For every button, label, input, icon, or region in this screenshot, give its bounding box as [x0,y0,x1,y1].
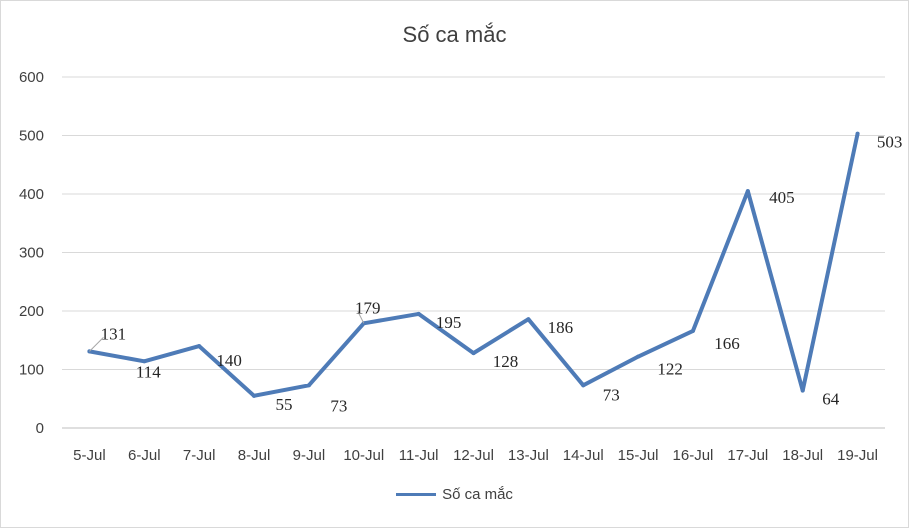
data-label: 64 [822,390,840,409]
y-tick-label: 300 [19,245,44,262]
x-tick-label: 18-Jul [782,447,823,464]
data-label: 179 [355,298,381,317]
data-label: 166 [714,334,740,353]
chart-title: Số ca mắc [402,22,507,47]
x-tick-label: 9-Jul [293,447,326,464]
legend: Số ca mắc [0,486,909,503]
data-point [855,131,860,136]
data-point [142,359,147,364]
data-point [526,317,531,322]
data-point [306,383,311,388]
data-label: 122 [657,360,683,379]
data-label: 55 [276,395,293,414]
y-axis-ticks: 0 100 200 300 400 500 600 [19,69,44,437]
x-tick-label: 12-Jul [453,447,494,464]
data-point [690,328,695,333]
x-tick-label: 11-Jul [399,447,439,464]
gridlines [62,76,885,429]
data-label: 195 [436,313,462,332]
data-label: 131 [101,324,127,343]
data-point [636,354,641,359]
data-label: 405 [769,188,795,207]
series-line-group [87,131,860,398]
data-label: 73 [603,385,620,404]
legend-label: Số ca mắc [442,486,513,503]
data-label: 140 [216,351,242,370]
y-tick-label: 500 [19,128,44,145]
data-label: 114 [136,362,161,381]
data-labels: 131 114 140 55 73 179 195 128 186 73 122 166 405 64 50… [89,133,903,415]
data-point [252,393,257,398]
y-tick-label: 100 [19,362,44,379]
x-tick-label: 17-Jul [727,447,768,464]
x-tick-label: 10-Jul [343,447,384,464]
x-tick-label: 7-Jul [183,447,216,464]
x-tick-label: 6-Jul [128,447,161,464]
y-tick-label: 600 [19,69,44,86]
legend-swatch [396,493,437,496]
label-leader-line [89,337,104,352]
x-tick-label: 13-Jul [508,447,549,464]
label-leader-line [357,311,365,324]
data-label: 503 [877,133,903,152]
data-point [581,383,586,388]
y-tick-label: 0 [36,420,44,437]
data-point [745,189,750,194]
x-tick-label: 15-Jul [618,447,659,464]
x-tick-label: 19-Jul [837,447,878,464]
x-tick-label: 16-Jul [673,447,714,464]
data-label: 128 [493,352,519,371]
data-label: 186 [548,318,574,337]
x-tick-label: 8-Jul [238,447,271,464]
y-tick-label: 200 [19,303,44,320]
x-axis-ticks: 5-Jul 6-Jul 7-Jul 8-Jul 9-Jul 10-Jul 11-Jul 12-… [73,447,878,464]
x-tick-label: 5-Jul [73,447,106,464]
x-tick-label: 14-Jul [563,447,604,464]
y-tick-label: 400 [19,186,44,203]
data-point [416,311,421,316]
data-point [197,344,202,349]
data-point [800,388,805,393]
data-label: 73 [330,396,347,415]
series-line [87,131,860,398]
data-point [471,351,476,356]
